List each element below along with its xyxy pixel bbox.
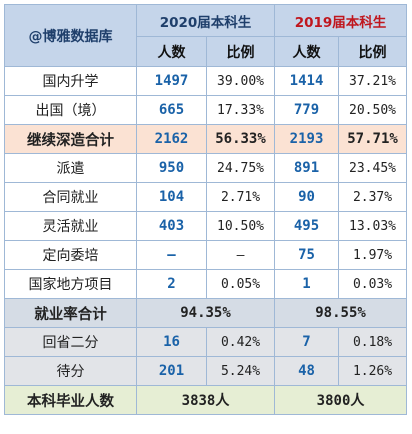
subtotal-ratio-2019: 57.71% xyxy=(338,124,408,154)
table-row: 定向委培 – – 75 1.97% xyxy=(4,240,408,270)
count-2020: 665 xyxy=(136,95,207,125)
count-2020: – xyxy=(136,240,207,270)
row-label: 待分 xyxy=(4,356,137,386)
count-2020: 2 xyxy=(136,269,207,299)
year-2020-header: 2020届本科生 xyxy=(135,4,276,37)
count-2019: 495 xyxy=(274,211,340,241)
row-label: 国家地方项目 xyxy=(4,269,137,299)
employment-rate-row: 就业率合计 94.35% 98.55% xyxy=(4,298,408,328)
count-2019: 779 xyxy=(274,95,340,125)
graduates-total-row: 本科毕业人数 3838人 3800人 xyxy=(4,385,408,415)
employment-rate-label: 就业率合计 xyxy=(4,298,137,328)
row-label: 回省二分 xyxy=(4,327,137,357)
ratio-2020: 5.24% xyxy=(205,356,276,386)
count-header-2020: 人数 xyxy=(136,36,207,67)
ratio-2020: 39.00% xyxy=(205,66,276,96)
subtotal-ratio-2020: 56.33% xyxy=(205,124,276,154)
ratio-2019: 23.45% xyxy=(338,153,408,183)
count-2020: 403 xyxy=(136,211,207,241)
ratio-2020: 2.71% xyxy=(205,182,276,212)
count-header-2019: 人数 xyxy=(274,36,340,67)
graduates-total-2020: 3838人 xyxy=(135,385,276,415)
table-row: 国家地方项目 2 0.05% 1 0.03% xyxy=(4,269,408,299)
ratio-2019: 20.50% xyxy=(338,95,408,125)
count-2019: 90 xyxy=(274,182,340,212)
subtotal-label: 继续深造合计 xyxy=(4,124,137,154)
count-2019: 1 xyxy=(274,269,340,299)
table-row: 派遣 950 24.75% 891 23.45% xyxy=(4,153,408,183)
table-row: 合同就业 104 2.71% 90 2.37% xyxy=(4,182,408,212)
count-2019: 891 xyxy=(274,153,340,183)
graduates-total-label: 本科毕业人数 xyxy=(4,385,137,415)
table-row: 国内升学 1497 39.00% 1414 37.21% xyxy=(4,66,408,96)
row-label: 灵活就业 xyxy=(4,211,137,241)
count-2020: 950 xyxy=(136,153,207,183)
ratio-2020: 0.05% xyxy=(205,269,276,299)
ratio-2019: 13.03% xyxy=(338,211,408,241)
graduate-destination-table: @博雅数据库 2020届本科生 2019届本科生 人数 比例 人数 比例 国内升… xyxy=(4,4,408,415)
ratio-2019: 1.97% xyxy=(338,240,408,270)
ratio-header-2019: 比例 xyxy=(338,36,408,67)
count-2020: 16 xyxy=(136,327,207,357)
count-2020: 201 xyxy=(136,356,207,386)
table-row: 回省二分 16 0.42% 7 0.18% xyxy=(4,327,408,357)
year-2019-header: 2019届本科生 xyxy=(274,4,408,37)
subtotal-row: 继续深造合计 2162 56.33% 2193 57.71% xyxy=(4,124,408,154)
ratio-header-2020: 比例 xyxy=(205,36,276,67)
ratio-2019: 37.21% xyxy=(338,66,408,96)
employment-rate-2020: 94.35% xyxy=(135,298,276,328)
table-row: 待分 201 5.24% 48 1.26% xyxy=(4,356,408,386)
subtotal-count-2020: 2162 xyxy=(136,124,207,154)
count-2019: 1414 xyxy=(274,66,340,96)
ratio-2020: 0.42% xyxy=(205,327,276,357)
ratio-2020: – xyxy=(205,240,276,270)
graduates-total-2019: 3800人 xyxy=(274,385,408,415)
count-2020: 1497 xyxy=(136,66,207,96)
row-label: 出国（境） xyxy=(4,95,137,125)
ratio-2020: 24.75% xyxy=(205,153,276,183)
ratio-2020: 17.33% xyxy=(205,95,276,125)
row-label: 定向委培 xyxy=(4,240,137,270)
row-label: 国内升学 xyxy=(4,66,137,96)
ratio-2020: 10.50% xyxy=(205,211,276,241)
table-row: 出国（境） 665 17.33% 779 20.50% xyxy=(4,95,408,125)
count-2019: 48 xyxy=(274,356,340,386)
corner-brand-label: @博雅数据库 xyxy=(4,4,137,67)
count-2020: 104 xyxy=(136,182,207,212)
ratio-2019: 0.18% xyxy=(338,327,408,357)
data-table-container: @博雅数据库 2020届本科生 2019届本科生 人数 比例 人数 比例 国内升… xyxy=(4,4,408,415)
row-label: 合同就业 xyxy=(4,182,137,212)
row-label: 派遣 xyxy=(4,153,137,183)
ratio-2019: 0.03% xyxy=(338,269,408,299)
count-2019: 7 xyxy=(274,327,340,357)
count-2019: 75 xyxy=(274,240,340,270)
table-row: 灵活就业 403 10.50% 495 13.03% xyxy=(4,211,408,241)
subtotal-count-2019: 2193 xyxy=(274,124,340,154)
employment-rate-2019: 98.55% xyxy=(274,298,408,328)
ratio-2019: 1.26% xyxy=(338,356,408,386)
ratio-2019: 2.37% xyxy=(338,182,408,212)
